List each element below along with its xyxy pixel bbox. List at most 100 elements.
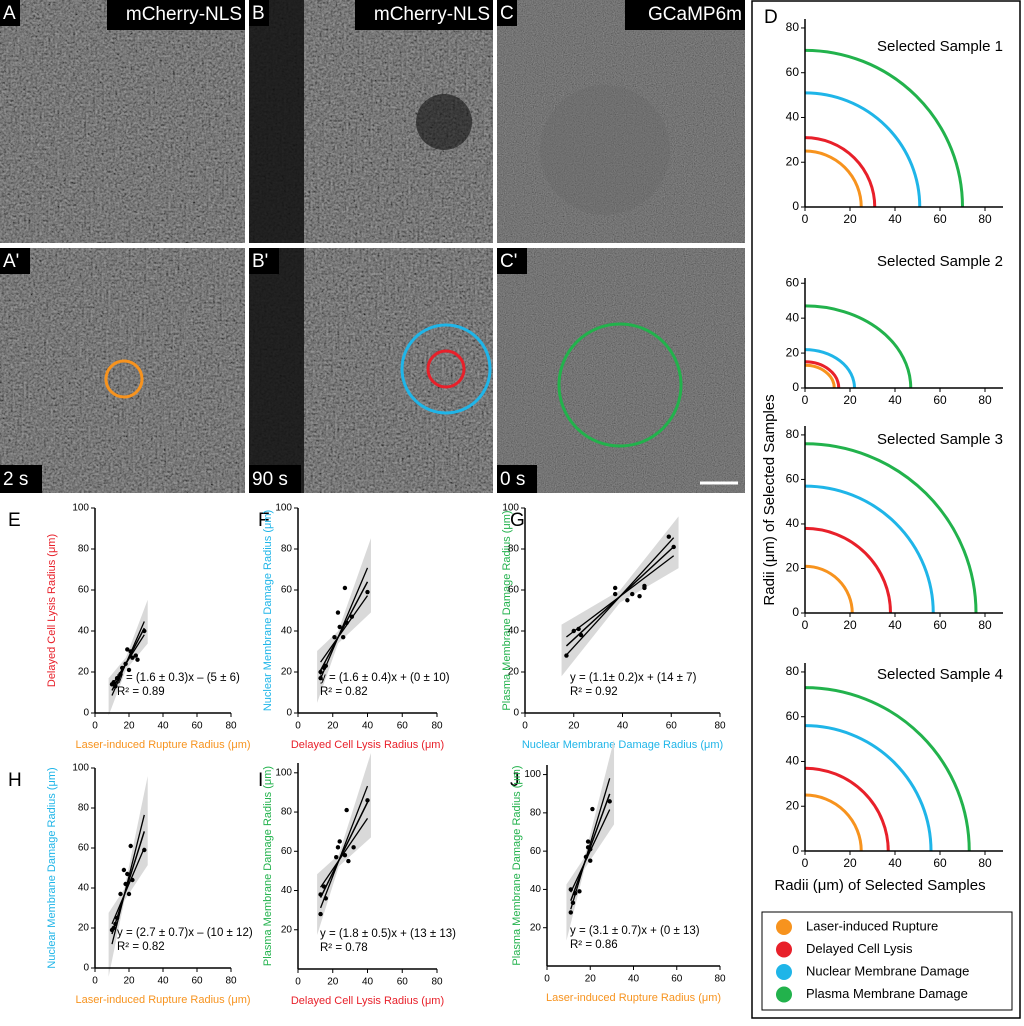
panel-letter: C' bbox=[500, 251, 517, 272]
y-tick-label: 60 bbox=[530, 846, 542, 857]
x-tick-label: 60 bbox=[191, 721, 203, 732]
y-tick-label: 40 bbox=[786, 754, 800, 768]
data-point bbox=[637, 593, 642, 599]
x-tick-label: 60 bbox=[397, 721, 409, 732]
data-point bbox=[568, 887, 573, 892]
data-point bbox=[318, 675, 323, 681]
y-tick-label: 0 bbox=[792, 380, 799, 394]
data-point bbox=[318, 669, 323, 675]
panel-letter: H bbox=[8, 770, 22, 791]
y-tick-label: 40 bbox=[786, 310, 800, 324]
x-tick-label: 40 bbox=[157, 721, 169, 732]
legend-swatch bbox=[776, 941, 792, 958]
data-point bbox=[671, 544, 676, 550]
panel-letter: B' bbox=[252, 251, 268, 272]
fit-equation: y = (2.7 ± 0.7)x – (10 ± 12) bbox=[117, 927, 253, 939]
x-tick-label: 80 bbox=[431, 721, 443, 732]
data-point bbox=[666, 534, 672, 539]
radius-arc bbox=[804, 149, 863, 208]
data-point bbox=[113, 684, 118, 689]
confidence-band bbox=[317, 752, 371, 936]
y-tick-label: 40 bbox=[786, 516, 800, 530]
x-axis-label: Laser-induced Rupture Radius (μm) bbox=[75, 994, 250, 1006]
r-squared: R² = 0.86 bbox=[570, 939, 618, 951]
y-tick-label: 80 bbox=[281, 544, 293, 555]
legend-swatch bbox=[776, 964, 792, 980]
panel-letter: J bbox=[510, 770, 520, 791]
data-point bbox=[571, 628, 576, 634]
data-point bbox=[588, 847, 593, 852]
confidence-line bbox=[111, 847, 145, 925]
time-label: 0 s bbox=[500, 469, 525, 490]
confidence-band bbox=[317, 538, 371, 703]
y-tick-label: 80 bbox=[786, 427, 800, 441]
x-tick-label: 80 bbox=[978, 212, 992, 226]
y-tick-label: 100 bbox=[72, 503, 89, 514]
y-tick-label: 60 bbox=[508, 585, 520, 596]
data-point bbox=[630, 591, 635, 597]
y-tick-label: 60 bbox=[786, 472, 800, 486]
data-point bbox=[340, 634, 346, 640]
x-axis-label: Laser-induced Rupture Radius (μm) bbox=[75, 739, 250, 751]
fit-equation: y = (1.6 ± 0.3)x – (5 ± 6) bbox=[117, 672, 240, 684]
confidence-line bbox=[570, 778, 611, 910]
data-point bbox=[337, 839, 342, 844]
x-tick-label: 20 bbox=[585, 974, 597, 985]
y-axis-label: Plasma Membrane Damage Radius (μm) bbox=[501, 510, 513, 710]
data-point bbox=[585, 839, 591, 844]
r-squared: R² = 0.92 bbox=[570, 686, 618, 698]
legend-label: Plasma Membrane Damage bbox=[806, 986, 968, 1001]
fit-equation: y = (1.6 ± 0.4)x + (0 ± 10) bbox=[320, 672, 450, 684]
x-tick-label: 60 bbox=[666, 721, 678, 732]
data-point bbox=[321, 884, 327, 889]
legend-label: Laser-induced Rupture bbox=[806, 918, 938, 933]
x-tick-label: 80 bbox=[225, 721, 237, 732]
data-point bbox=[118, 671, 123, 677]
data-point bbox=[121, 867, 127, 873]
confidence-line bbox=[111, 814, 145, 945]
y-tick-label: 20 bbox=[78, 923, 90, 934]
x-tick-label: 40 bbox=[888, 393, 902, 407]
fit-equation: y = (1.8 ± 0.5)x + (13 ± 13) bbox=[320, 928, 456, 940]
data-point bbox=[123, 661, 128, 666]
data-point bbox=[590, 806, 595, 812]
y-tick-label: 0 bbox=[792, 843, 799, 857]
radius-arc bbox=[804, 526, 892, 614]
chart-title: Selected Sample 4 bbox=[877, 666, 1003, 683]
confidence-line bbox=[319, 785, 369, 909]
x-tick-label: 0 bbox=[92, 721, 98, 732]
stain-label: GCaMP6m bbox=[648, 4, 742, 25]
radius-arc bbox=[804, 136, 877, 208]
data-point bbox=[118, 891, 123, 897]
x-tick-label: 60 bbox=[191, 976, 203, 987]
time-label: 90 s bbox=[252, 469, 288, 490]
data-point bbox=[334, 854, 339, 860]
x-tick-label: 80 bbox=[978, 393, 992, 407]
x-tick-label: 0 bbox=[802, 618, 809, 632]
data-point bbox=[123, 881, 128, 887]
x-tick-label: 80 bbox=[714, 721, 726, 732]
x-tick-label: 40 bbox=[362, 721, 374, 732]
data-point bbox=[142, 847, 147, 853]
x-tick-label: 60 bbox=[933, 212, 947, 226]
data-point bbox=[133, 653, 138, 658]
y-tick-label: 20 bbox=[530, 922, 542, 933]
data-point bbox=[125, 647, 130, 652]
r-squared: R² = 0.82 bbox=[320, 686, 368, 698]
data-point bbox=[111, 680, 116, 685]
panel-letter: D bbox=[764, 7, 778, 28]
x-tick-label: 60 bbox=[933, 393, 947, 407]
panel-letter: F bbox=[258, 510, 270, 531]
y-axis-label: Radii (μm) of Selected Samples bbox=[761, 394, 778, 605]
y-tick-label: 20 bbox=[786, 561, 800, 575]
data-point bbox=[323, 663, 328, 669]
data-point bbox=[142, 628, 147, 634]
legend-swatch bbox=[776, 919, 792, 935]
y-axis-label: Nuclear Membrane Damage Radius (μm) bbox=[262, 510, 274, 711]
radius-arc bbox=[804, 484, 935, 614]
y-tick-label: 80 bbox=[78, 803, 90, 814]
radius-arc bbox=[804, 91, 922, 208]
data-point bbox=[583, 854, 589, 860]
